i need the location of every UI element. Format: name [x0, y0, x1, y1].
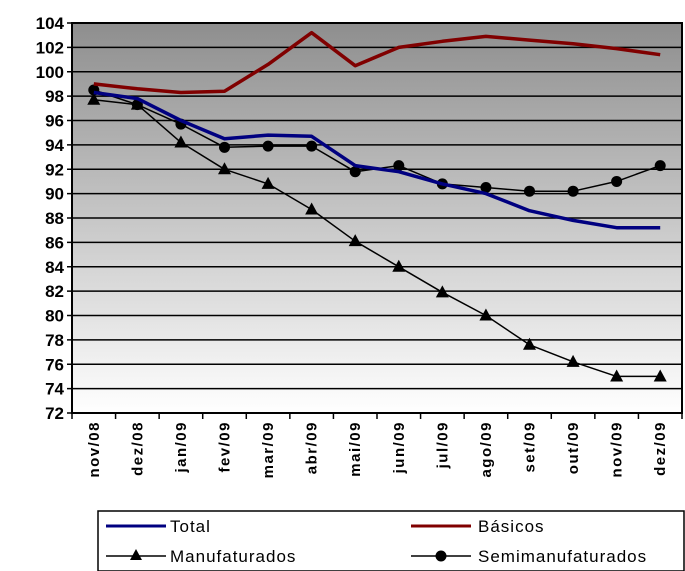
x-tick-label: jan/09 — [173, 421, 190, 474]
series-line — [93, 90, 661, 230]
legend-label-semimanufaturados: Semimanufaturados — [478, 547, 647, 566]
legend-item-manufaturados: Manufaturados — [106, 547, 296, 566]
y-tick-label: 100 — [36, 63, 64, 82]
y-tick-label: 94 — [45, 136, 64, 155]
x-tick-label: jul/09 — [434, 421, 451, 469]
legend-label-basicos: Básicos — [478, 517, 545, 536]
y-tick-label: 98 — [45, 87, 64, 106]
data-point-circle — [306, 140, 318, 152]
legend-item-semimanufaturados: Semimanufaturados — [411, 547, 647, 566]
y-tick-label: 80 — [45, 307, 64, 326]
y-tick-label: 96 — [45, 112, 64, 131]
data-point-triangle — [653, 369, 667, 382]
x-tick-label: nov/08 — [86, 421, 103, 478]
x-tick-label: nov/09 — [609, 421, 626, 478]
series-line — [93, 30, 661, 95]
y-tick-label: 90 — [45, 185, 64, 204]
y-tick-label: 104 — [36, 14, 65, 33]
series-manufaturados — [87, 92, 667, 382]
data-point-triangle — [261, 176, 275, 189]
legend-label-total: Total — [170, 517, 211, 536]
data-point-triangle — [305, 202, 319, 215]
legend-label-manufaturados: Manufaturados — [170, 547, 296, 566]
x-tick-label: ago/09 — [478, 421, 495, 478]
series-total — [93, 90, 661, 230]
data-point-circle — [393, 160, 405, 172]
y-tick-label: 76 — [45, 355, 64, 374]
legend-box — [97, 510, 685, 571]
legend-circle-marker — [435, 550, 447, 562]
data-point-triangle — [392, 259, 406, 272]
y-tick-label: 102 — [36, 38, 64, 57]
data-point-triangle — [523, 337, 536, 350]
data-point-circle — [349, 166, 361, 178]
y-tick-label: 86 — [45, 233, 64, 252]
y-tick-label: 88 — [45, 209, 64, 228]
legend-triangle-marker — [130, 549, 142, 560]
legend: Total Básicos Manufaturados Semimanufatu… — [97, 510, 685, 571]
series-layer — [87, 30, 667, 382]
x-tick-label: out/09 — [565, 421, 582, 474]
y-tick-label: 84 — [45, 258, 64, 277]
y-tick-label: 74 — [45, 380, 64, 399]
data-point-circle — [524, 185, 535, 197]
y-tick-label: 92 — [45, 160, 64, 179]
x-tick-label: dez/08 — [129, 421, 146, 476]
x-tick-label: mai/09 — [347, 421, 364, 477]
data-point-triangle — [435, 285, 449, 298]
y-tick-label: 78 — [45, 331, 64, 350]
series-line — [93, 99, 661, 378]
data-point-triangle — [610, 369, 624, 382]
data-point-triangle — [174, 135, 188, 148]
data-point-circle — [480, 182, 492, 194]
data-point-triangle — [218, 162, 231, 175]
data-point-circle — [219, 141, 230, 153]
y-tick-label: 72 — [45, 404, 64, 423]
data-point-triangle — [87, 92, 101, 105]
series-basicos — [93, 30, 661, 95]
legend-item-basicos: Básicos — [411, 517, 545, 536]
x-tick-label: abr/09 — [304, 421, 321, 474]
x-tick-label: set/09 — [522, 421, 539, 473]
x-axis: nov/08 dez/08 jan/09 fev/09 mar/09 abr/09 mai/… — [71, 413, 683, 478]
data-point-triangle — [348, 234, 362, 247]
x-tick-label: jun/09 — [391, 421, 408, 474]
y-axis: 72 74 76 78 80 82 84 86 88 90 92 94 96 98 100 102 104 — [36, 14, 72, 423]
data-point-circle — [654, 160, 666, 172]
y-tick-label: 82 — [45, 282, 64, 301]
data-point-triangle — [479, 308, 493, 321]
data-point-circle — [611, 175, 623, 187]
data-point-circle — [567, 185, 579, 197]
data-point-circle — [262, 140, 274, 152]
x-tick-label: mar/09 — [260, 421, 277, 478]
x-tick-label: fev/09 — [217, 421, 234, 473]
data-point-triangle — [566, 354, 580, 367]
legend-item-total: Total — [106, 517, 211, 536]
x-tick-label: dez/09 — [652, 421, 669, 476]
